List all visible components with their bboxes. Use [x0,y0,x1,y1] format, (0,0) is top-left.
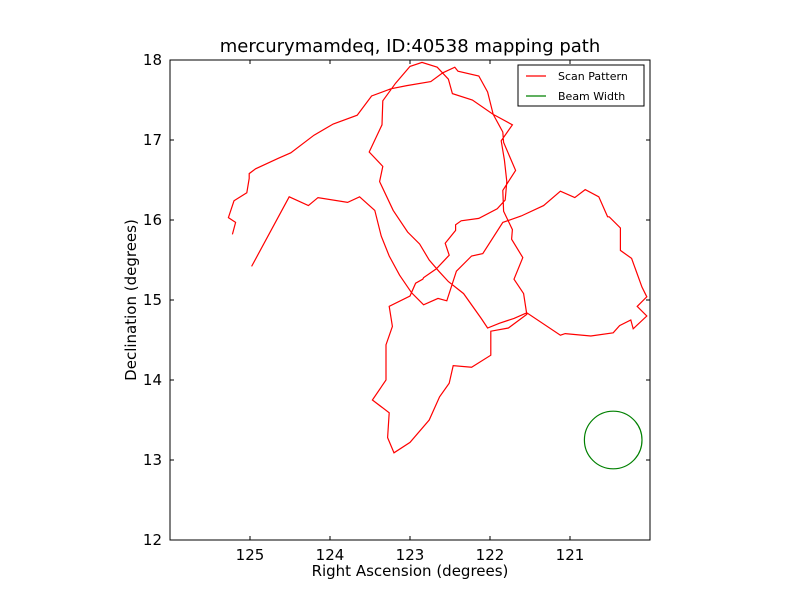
y-tick-label: 16 [143,211,162,229]
scan-pattern-line [227,61,648,454]
y-axis: 12 13 14 15 16 17 18 [143,51,650,549]
x-tick-label: 122 [476,546,505,564]
x-axis-label: Right Ascension (degrees) [312,562,509,580]
x-tick-label: 125 [236,546,265,564]
y-tick-label: 14 [143,371,162,389]
y-tick-label: 18 [143,51,162,69]
legend-label-beam-width: Beam Width [558,90,625,103]
legend-box [517,64,645,107]
series-layer [227,61,648,470]
y-tick-label: 12 [143,531,162,549]
legend: Scan Pattern Beam Width [517,64,645,107]
y-tick-label: 15 [143,291,162,309]
y-axis-label: Declination (degrees) [122,219,140,381]
y-tick-label: 17 [143,131,162,149]
y-tick-label: 13 [143,451,162,469]
x-tick-label: 124 [316,546,345,564]
x-tick-label: 123 [396,546,425,564]
chart-title: mercurymamdeq, ID:40538 mapping path [220,36,601,57]
plot-area [169,59,651,541]
plot-background [170,60,650,540]
x-tick-label: 121 [556,546,585,564]
x-axis: 125 124 123 122 121 [236,60,585,564]
beam-width-circle [583,410,643,470]
legend-label-scan-pattern: Scan Pattern [558,70,628,83]
